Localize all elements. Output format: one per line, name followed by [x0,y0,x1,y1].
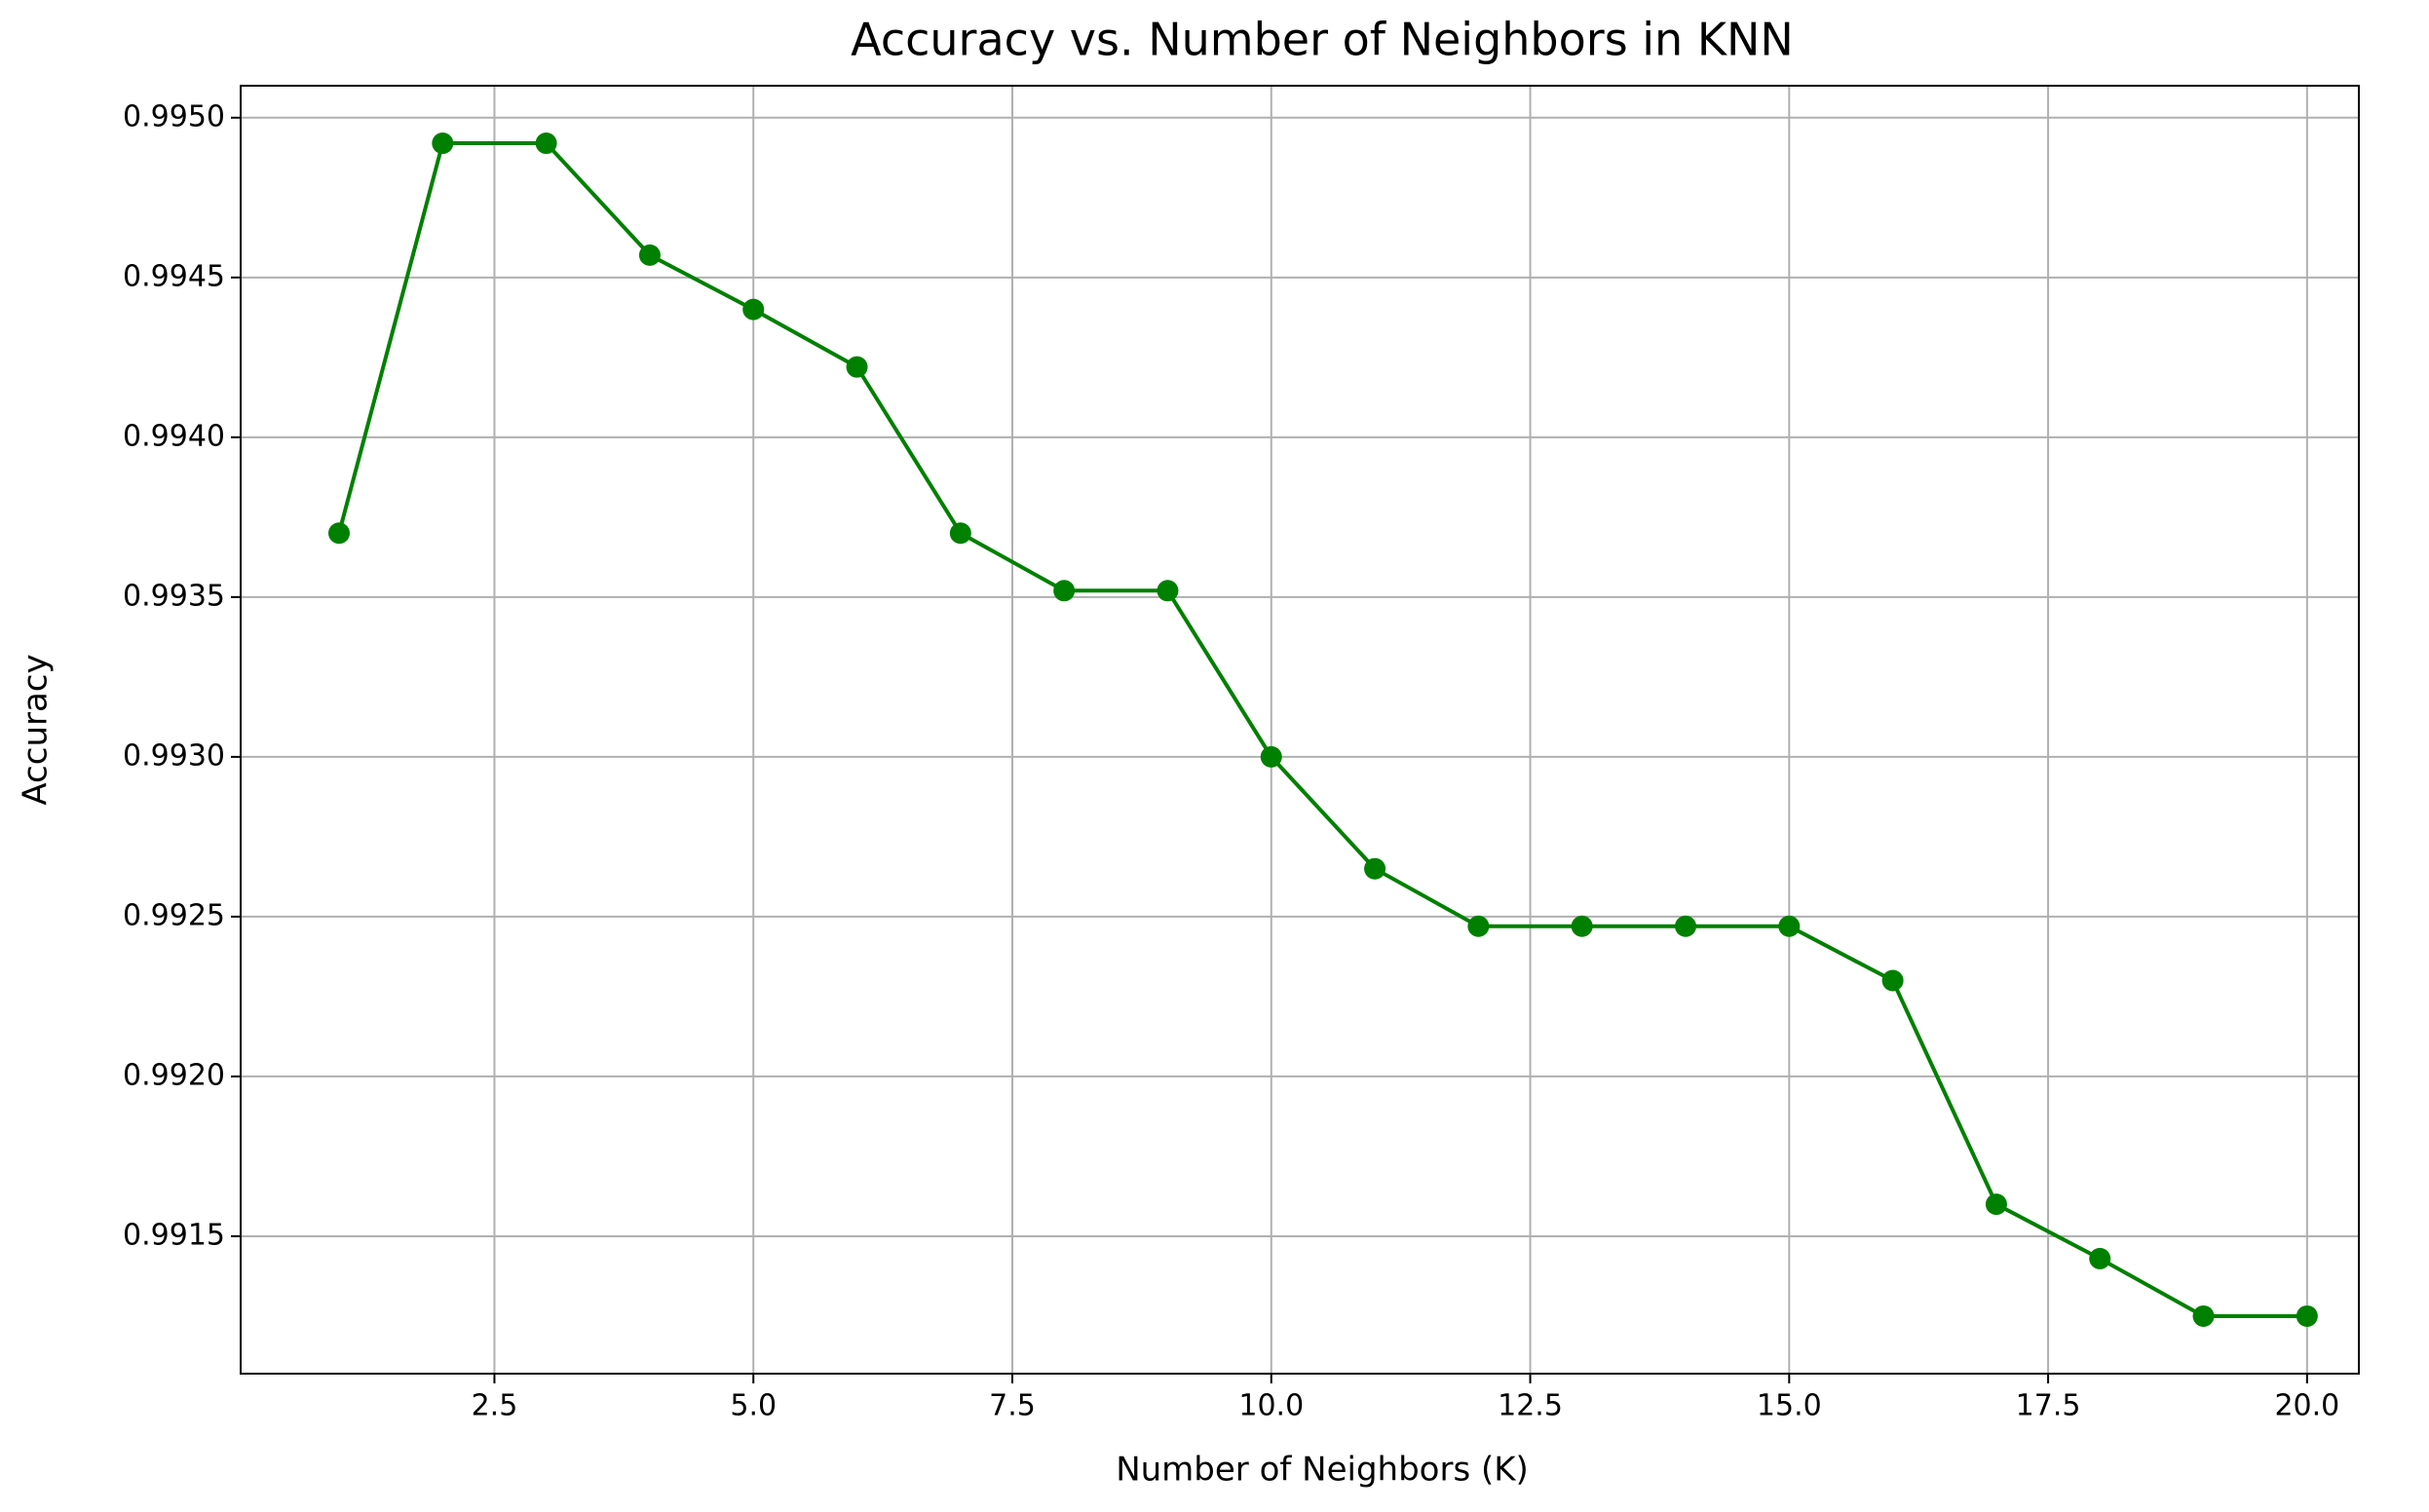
y-tick-label: 0.9950 [123,99,225,133]
marker [1053,580,1076,602]
y-tick-label: 0.9935 [123,579,225,613]
marker [1985,1193,2007,1216]
marker [638,244,661,266]
y-tick-label: 0.9920 [123,1058,225,1092]
y-tick-label: 0.9930 [123,738,225,773]
marker [949,522,971,545]
marker [432,132,454,155]
marker [1260,745,1282,768]
marker [327,522,350,545]
x-tick-label: 20.0 [2274,1389,2339,1423]
marker [1881,969,1904,992]
x-tick-label: 2.5 [472,1389,518,1423]
marker [2192,1304,2215,1327]
marker [1571,915,1593,937]
marker [2089,1247,2111,1269]
y-axis-label: Accuracy [17,654,56,805]
y-tick-label: 0.9945 [123,259,225,293]
marker [1364,857,1386,880]
marker [2296,1304,2318,1327]
x-tick-label: 12.5 [1498,1389,1563,1423]
plot-frame [240,85,2360,1375]
line [337,141,2307,1318]
x-tick-label: 10.0 [1238,1389,1304,1423]
x-tick-label: 17.5 [2016,1389,2081,1423]
marker [742,298,765,321]
marker [1157,580,1179,602]
marker [846,356,868,378]
x-tick-label: 5.0 [730,1389,777,1423]
x-axis-label: Number of Neighbors (K) [1116,1451,1529,1490]
x-tick-label: 7.5 [989,1389,1036,1423]
marker [1674,915,1696,937]
marker [1778,915,1801,937]
x-tick-label: 15.0 [1757,1389,1822,1423]
y-tick-label: 0.9925 [123,898,225,932]
marker [1467,915,1490,937]
chart-title: Accuracy vs. Number of Neighbors in KNN [851,14,1794,66]
y-tick-label: 0.9915 [123,1218,225,1252]
y-tick-label: 0.9940 [123,419,225,453]
marker [535,132,557,155]
